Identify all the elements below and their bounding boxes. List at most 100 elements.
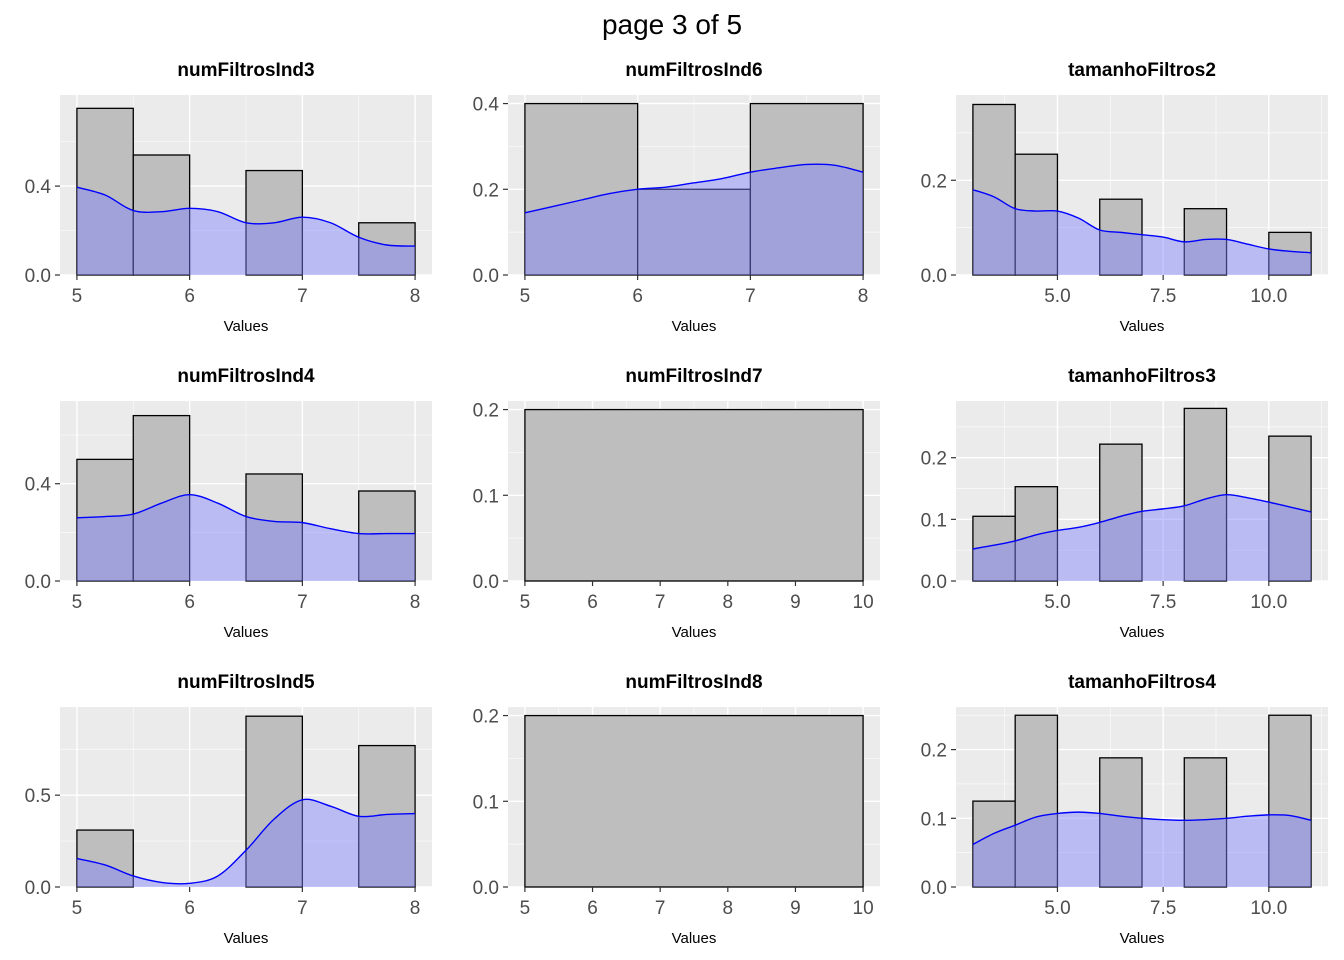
x-tick-label: 7	[297, 592, 308, 613]
histogram-bar	[1014, 153, 1059, 276]
x-axis-title: Values	[672, 930, 717, 947]
panel-tamanhoFiltros3: tamanhoFiltros3 5.0 7.5 10.0 0.0 0.1 0.2 Values	[921, 366, 1328, 641]
density-line	[972, 189, 1312, 254]
x-tick-label: 7	[297, 898, 308, 919]
panel-title: numFiltrosInd3	[177, 60, 314, 81]
x-tick-label: 7	[745, 286, 756, 307]
x-axis-title: Values	[672, 624, 717, 641]
density-area	[76, 494, 416, 581]
panel-tamanhoFiltros4: tamanhoFiltros4 5.0 7.5 10.0 0.0 0.1 0.2 Values	[921, 672, 1328, 947]
y-tick-label: 0.1	[921, 510, 947, 531]
y-tick-label: 0.0	[921, 266, 947, 287]
histogram-bar	[1014, 714, 1059, 888]
histogram-bar	[1268, 231, 1312, 276]
x-tick-label: 10	[853, 898, 874, 919]
y-tick-label: 0.2	[473, 707, 499, 728]
panel-title: numFiltrosInd6	[625, 60, 762, 81]
density-area	[972, 812, 1312, 887]
y-tick-label: 0.0	[473, 572, 499, 593]
y-tick-label: 0.0	[921, 572, 947, 593]
histogram-bar	[524, 714, 864, 888]
panel-title: tamanhoFiltros4	[1068, 672, 1216, 693]
histogram-bar	[749, 102, 864, 276]
x-tick-label: 7.5	[1150, 592, 1176, 613]
x-tick-label: 6	[184, 898, 195, 919]
x-axis-title: Values	[1120, 930, 1165, 947]
x-axis-title: Values	[224, 624, 269, 641]
x-tick-label: 8	[410, 286, 421, 307]
histogram-bar	[524, 102, 639, 276]
density-line	[972, 493, 1312, 550]
x-axis-title: Values	[1120, 318, 1165, 335]
y-tick-label: 0.0	[25, 572, 51, 593]
histogram-bar	[524, 408, 864, 582]
x-tick-label: 5	[72, 898, 83, 919]
histogram-bar	[132, 414, 191, 582]
histogram-bar	[76, 458, 134, 582]
histogram-bar	[358, 490, 416, 582]
panel-numFiltrosInd7: numFiltrosInd7 5 6 7 8 9 10 0.0 0.1 0.2 Values	[473, 366, 880, 641]
x-tick-label: 7.5	[1150, 286, 1176, 307]
page-title: page 3 of 5	[602, 9, 742, 40]
x-tick-label: 8	[410, 592, 421, 613]
x-tick-label: 8	[858, 286, 869, 307]
x-tick-label: 8	[723, 592, 734, 613]
x-tick-label: 5	[72, 592, 83, 613]
y-tick-label: 0.2	[921, 449, 947, 470]
panel-title: numFiltrosInd5	[177, 672, 315, 693]
histogram-bar	[358, 222, 416, 276]
y-tick-label: 0.2	[921, 741, 947, 762]
y-tick-label: 0.0	[25, 878, 51, 899]
x-tick-label: 10	[853, 592, 874, 613]
x-tick-label: 6	[587, 898, 598, 919]
histogram-bar	[245, 715, 304, 888]
x-axis-title: Values	[1120, 624, 1165, 641]
x-tick-label: 6	[184, 592, 195, 613]
panel-title: numFiltrosInd7	[625, 366, 762, 387]
x-axis-title: Values	[672, 318, 717, 335]
histogram-bar	[1099, 757, 1143, 888]
x-axis-title: Values	[224, 318, 269, 335]
y-tick-label: 0.2	[921, 171, 947, 192]
x-tick-label: 5.0	[1044, 286, 1070, 307]
y-tick-label: 0.0	[473, 266, 499, 287]
panel-numFiltrosInd4: numFiltrosInd4 5 6 7 8 0.0 0.4 Values	[25, 366, 432, 641]
x-tick-label: 8	[723, 898, 734, 919]
x-tick-label: 5	[520, 592, 531, 613]
x-tick-label: 7	[655, 592, 666, 613]
x-tick-label: 5	[72, 286, 83, 307]
y-tick-label: 0.1	[921, 809, 947, 830]
panel-grid: numFiltrosInd3 5 6 7 8 0.0 0.4 Values numFiltros…	[25, 60, 1328, 947]
density-line	[76, 493, 416, 535]
y-tick-label: 0.0	[921, 878, 947, 899]
x-tick-label: 10.0	[1250, 286, 1287, 307]
x-tick-label: 10.0	[1250, 592, 1287, 613]
histogram-bar	[132, 154, 191, 276]
x-axis-title: Values	[224, 930, 269, 947]
x-tick-label: 6	[587, 592, 598, 613]
y-tick-label: 0.5	[25, 786, 51, 807]
x-tick-label: 9	[790, 592, 801, 613]
y-tick-label: 0.2	[473, 180, 499, 201]
histogram-bar	[972, 103, 1016, 276]
density-line	[76, 186, 416, 247]
y-tick-label: 0.0	[25, 266, 51, 287]
x-tick-label: 7	[655, 898, 666, 919]
density-area	[76, 799, 416, 887]
density-line	[76, 798, 416, 885]
x-tick-label: 5.0	[1044, 592, 1070, 613]
x-tick-label: 6	[184, 286, 195, 307]
x-tick-label: 9	[790, 898, 801, 919]
panel-numFiltrosInd6: numFiltrosInd6 5 6 7 8 0.0 0.2 0.4 Values	[473, 60, 880, 335]
y-tick-label: 0.4	[25, 177, 52, 198]
y-tick-label: 0.1	[473, 486, 499, 507]
density-line	[524, 163, 864, 214]
panel-tamanhoFiltros2: tamanhoFiltros2 5.0 7.5 10.0 0.0 0.2 Values	[921, 60, 1328, 335]
density-area	[972, 494, 1312, 581]
panel-title: tamanhoFiltros2	[1068, 60, 1216, 81]
x-tick-label: 8	[410, 898, 421, 919]
histogram-bar	[1268, 714, 1312, 888]
panel-numFiltrosInd8: numFiltrosInd8 5 6 7 8 9 10 0.0 0.1 0.2 Values	[473, 672, 880, 947]
panel-title: numFiltrosInd4	[177, 366, 315, 387]
panel-numFiltrosInd3: numFiltrosInd3 5 6 7 8 0.0 0.4 Values	[25, 60, 432, 335]
